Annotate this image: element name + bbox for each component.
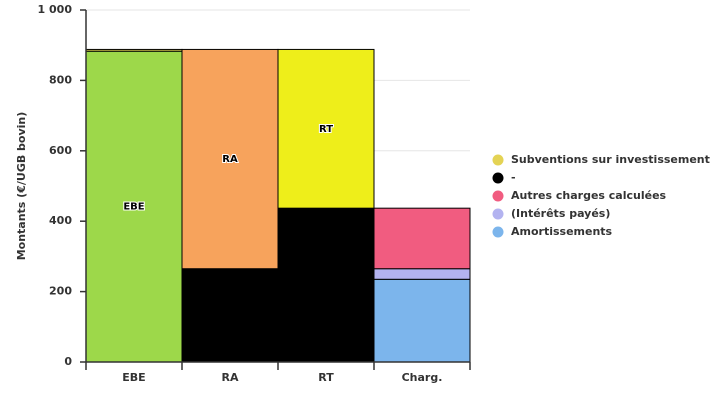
bar-segment bbox=[373, 278, 471, 363]
x-tick-label: RT bbox=[318, 371, 334, 384]
x-tick-label: Charg. bbox=[402, 371, 443, 384]
legend-marker bbox=[492, 154, 504, 166]
bar-segment bbox=[85, 48, 183, 52]
segment-label: EBE bbox=[123, 202, 144, 213]
legend-label: - bbox=[511, 171, 516, 184]
y-tick-label: 1 000 bbox=[38, 3, 73, 16]
x-tick-label: RA bbox=[222, 371, 239, 384]
legend-label: Subventions sur investissement bbox=[511, 153, 710, 166]
bar-segment bbox=[181, 48, 279, 270]
y-tick-label: 600 bbox=[49, 144, 72, 157]
legend-marker bbox=[492, 208, 504, 220]
legend-marker bbox=[492, 226, 504, 238]
legend-marker bbox=[492, 190, 504, 202]
legend-label: Amortissements bbox=[511, 225, 613, 238]
y-tick-label: 200 bbox=[49, 285, 72, 298]
bar-segment bbox=[181, 268, 279, 363]
y-tick-label: 800 bbox=[49, 73, 72, 86]
legend-label: (Intérêts payés) bbox=[511, 207, 610, 220]
y-axis-title: Montants (€/UGB bovin) bbox=[15, 112, 28, 261]
bar-segment bbox=[373, 268, 471, 280]
bar-segment bbox=[85, 50, 183, 363]
x-tick-label: EBE bbox=[122, 371, 145, 384]
legend-label: Autres charges calculées bbox=[511, 189, 667, 202]
segment-label: RA bbox=[222, 154, 238, 165]
legend-marker bbox=[492, 172, 504, 184]
y-tick-label: 0 bbox=[64, 355, 72, 368]
segment-label: RT bbox=[319, 124, 333, 135]
bar-segment bbox=[373, 207, 471, 270]
bar-segment bbox=[277, 207, 375, 363]
y-tick-label: 400 bbox=[49, 214, 72, 227]
bar-segment bbox=[277, 48, 375, 209]
